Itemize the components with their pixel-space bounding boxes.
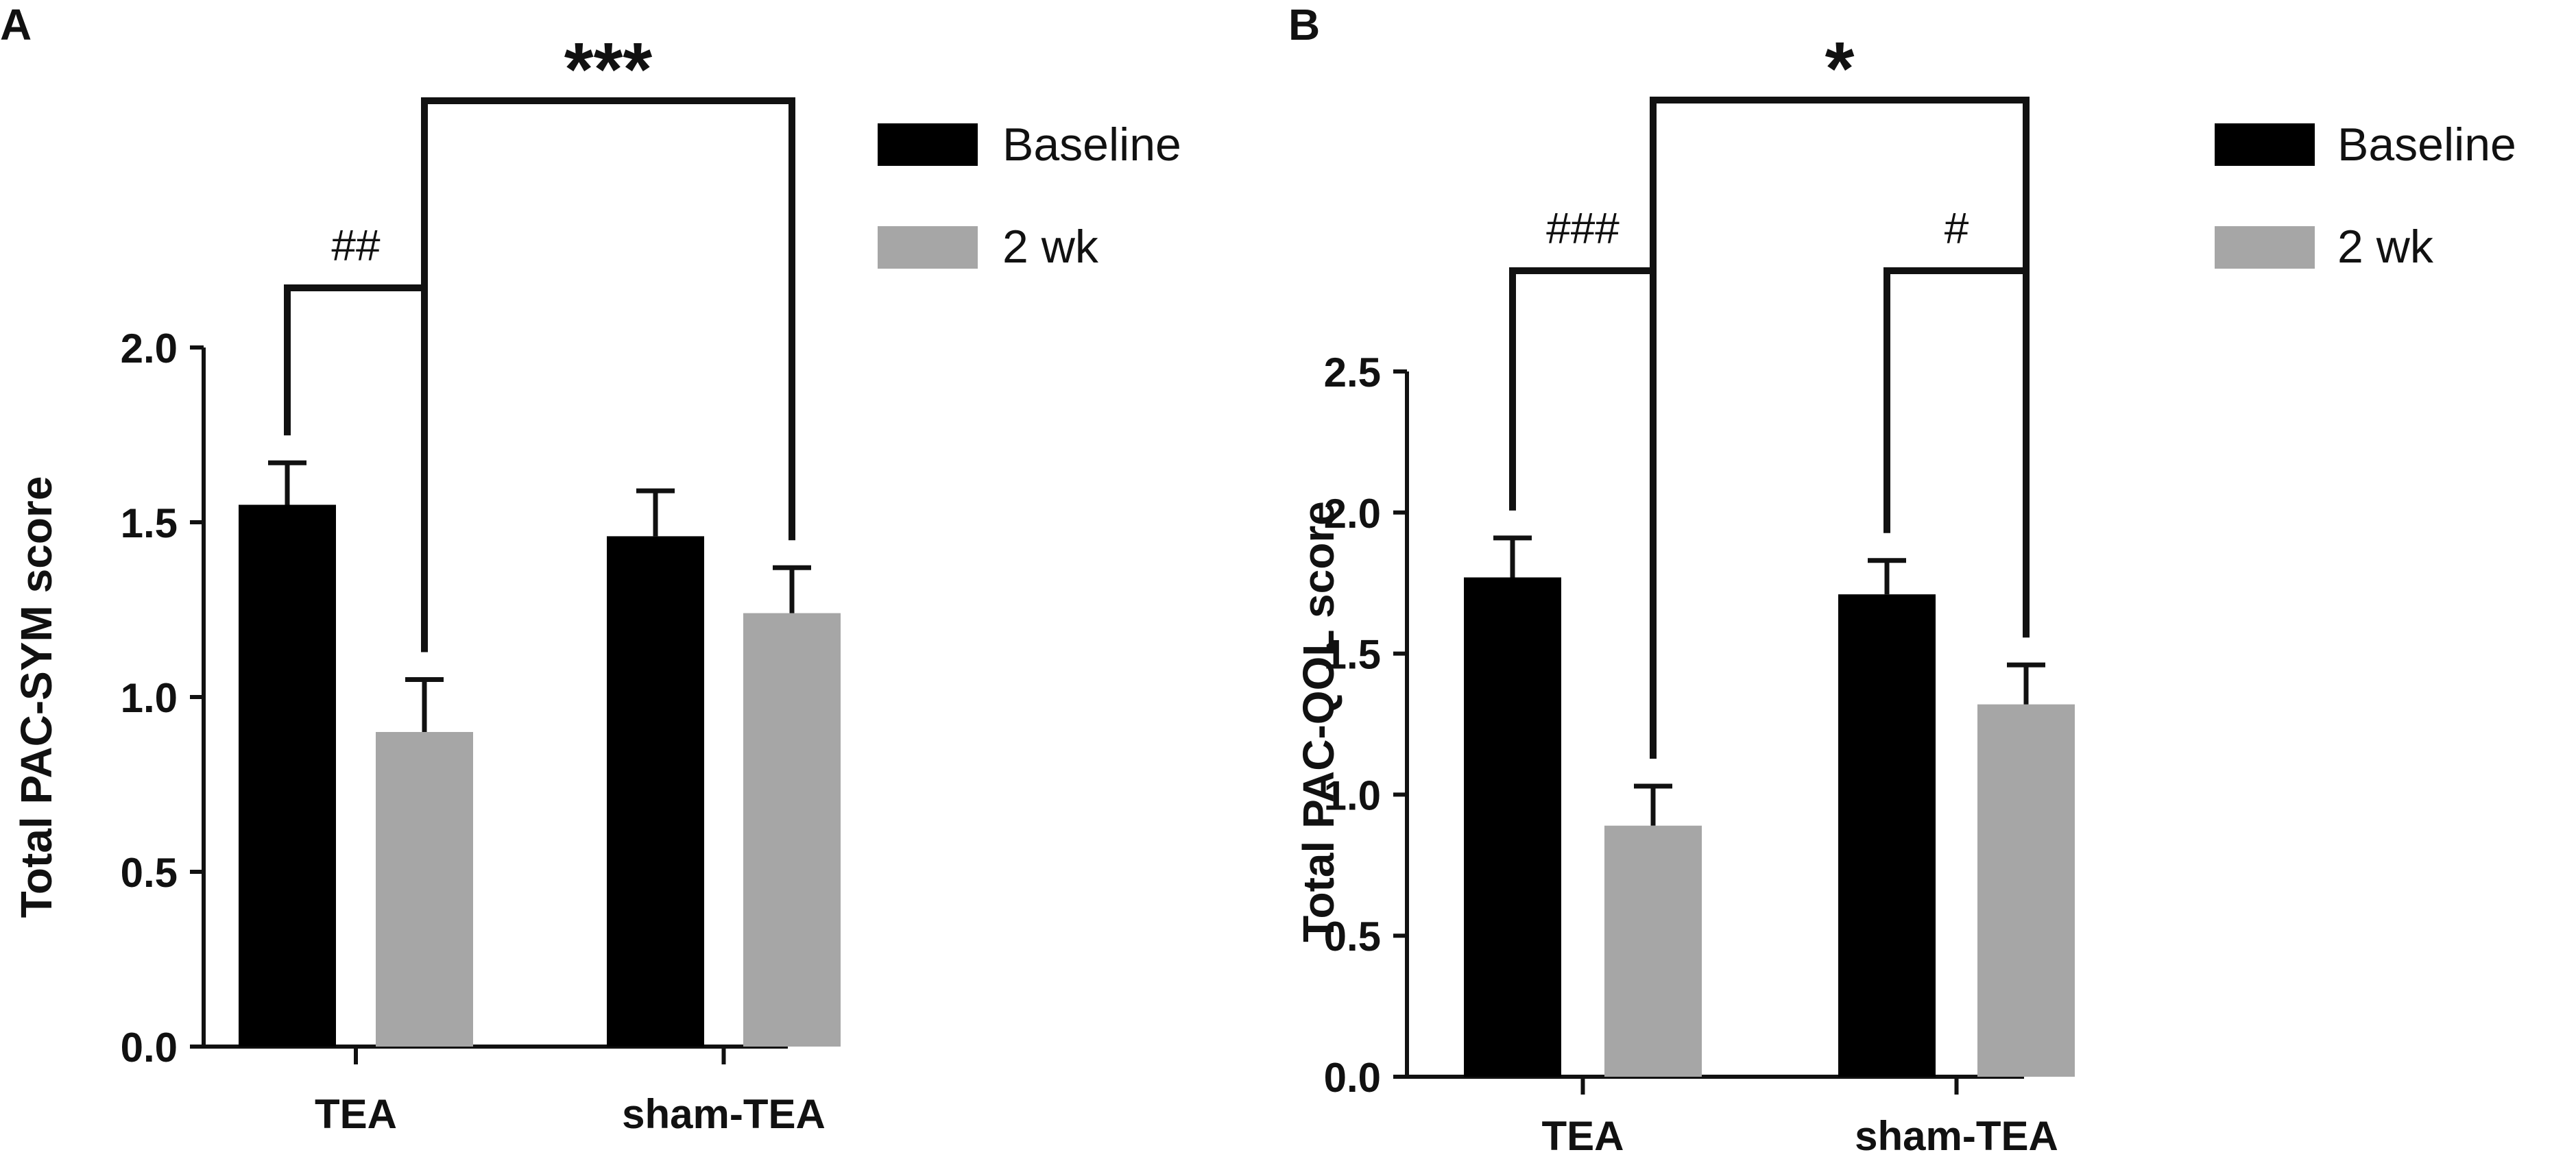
y-tick-label: 2.0: [1324, 491, 1381, 537]
bar-baseline-tea: [1464, 577, 1561, 1077]
bar-2wk-sham-tea: [743, 613, 841, 1047]
y-tick-label: 0.5: [1324, 914, 1381, 960]
panel-label: B: [1288, 0, 1320, 49]
legend-swatch-2wk: [2215, 226, 2315, 269]
x-tick-label: TEA: [315, 1091, 397, 1137]
panel-b-chart: B 0.0 0.5 1.0 1.5 2.0 2.5 Total PAC-QOL score T…: [1288, 0, 2516, 1159]
x-tick-label: TEA: [1542, 1113, 1624, 1159]
bar-2wk-tea: [376, 732, 473, 1047]
legend-label-2wk: 2 wk: [1002, 221, 1099, 273]
panel-a-plot: 0.0 0.5 1.0 1.5 2.0 Total PAC-SYM score TEA sha…: [12, 27, 841, 1137]
y-axis-label: Total PAC-SYM score: [12, 476, 61, 918]
y-tick-label: 1.0: [1324, 772, 1381, 818]
x-tick-label: sham-TEA: [1855, 1113, 2058, 1159]
legend-label-baseline: Baseline: [2337, 119, 2516, 171]
significance-label: ***: [564, 27, 653, 112]
y-tick-label: 0.0: [1324, 1055, 1381, 1101]
legend-label-baseline: Baseline: [1002, 119, 1181, 171]
panel-b-plot: 0.0 0.5 1.0 1.5 2.0 2.5 Total PAC-QOL score TEA…: [1294, 27, 2075, 1159]
y-tick-label: 0.5: [121, 850, 178, 896]
significance-label: ###: [1546, 204, 1620, 253]
significance-label: *: [1825, 27, 1855, 111]
y-tick-label: 1.0: [121, 675, 178, 721]
bar-2wk-tea: [1604, 825, 1702, 1077]
y-tick-label: 2.5: [1324, 350, 1381, 395]
y-tick-label: 1.5: [1324, 632, 1381, 678]
legend-swatch-2wk: [878, 226, 978, 269]
legend: Baseline 2 wk: [878, 119, 1181, 273]
significance-bracket: [1650, 97, 2030, 759]
panel-a-chart: A 0.0 0.5 1.0 1.5 2.0 Total PAC-SYM score TEA s…: [0, 0, 1181, 1137]
panel-label: A: [0, 0, 32, 49]
legend-swatch-baseline: [878, 123, 978, 166]
bar-2wk-sham-tea: [1977, 704, 2075, 1077]
significance-bracket: [1883, 267, 2030, 638]
y-axis-label: Total PAC-QOL score: [1294, 501, 1343, 942]
legend-label-2wk: 2 wk: [2337, 221, 2434, 273]
significance-bracket: [421, 97, 795, 652]
significance-label: ##: [331, 221, 381, 270]
bar-baseline-sham-tea: [1838, 594, 1936, 1077]
legend-swatch-baseline: [2215, 123, 2315, 166]
significance-label: #: [1945, 204, 1969, 253]
legend: Baseline 2 wk: [2215, 119, 2516, 273]
y-tick-label: 1.5: [121, 500, 178, 546]
bar-baseline-tea: [239, 504, 336, 1047]
bar-baseline-sham-tea: [607, 536, 704, 1047]
y-tick-label: 2.0: [121, 326, 178, 371]
y-tick-label: 0.0: [121, 1025, 178, 1071]
x-tick-label: sham-TEA: [622, 1091, 826, 1137]
